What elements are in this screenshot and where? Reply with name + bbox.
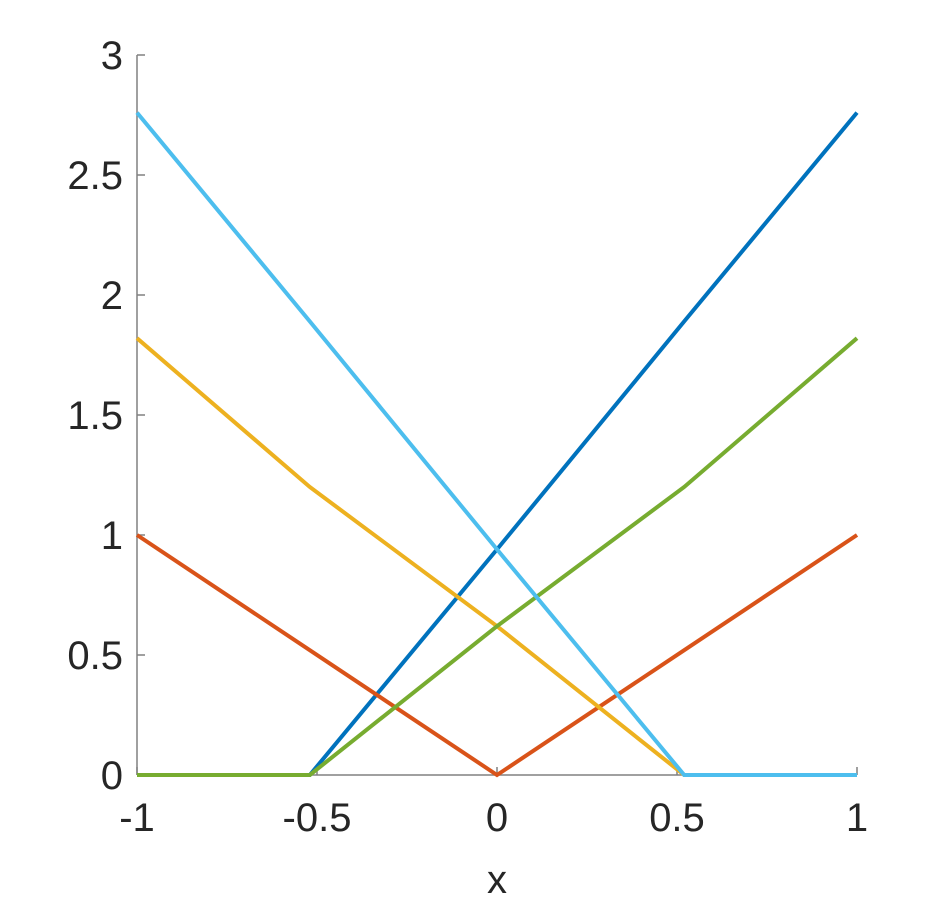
y-tick-label: 2.5 (67, 154, 123, 198)
x-tick-label: 0 (486, 796, 508, 840)
line-series (137, 336, 859, 777)
line-series (135, 111, 857, 777)
x-axis-label: x (487, 858, 507, 902)
line-series (137, 111, 859, 777)
x-tick-label: 0.5 (649, 796, 705, 840)
y-tick-label: 0.5 (67, 634, 123, 678)
y-tick-label: 1.5 (67, 394, 123, 438)
y-tick-label: 1 (101, 514, 123, 558)
line-series (135, 336, 857, 777)
x-tick-label: -1 (119, 796, 155, 840)
line-series (135, 533, 859, 778)
x-tick-label: -0.5 (283, 796, 352, 840)
y-tick-label: 3 (101, 34, 123, 78)
y-tick-label: 2 (101, 274, 123, 318)
x-tick-label: 1 (846, 796, 868, 840)
y-tick-label: 0 (101, 754, 123, 798)
